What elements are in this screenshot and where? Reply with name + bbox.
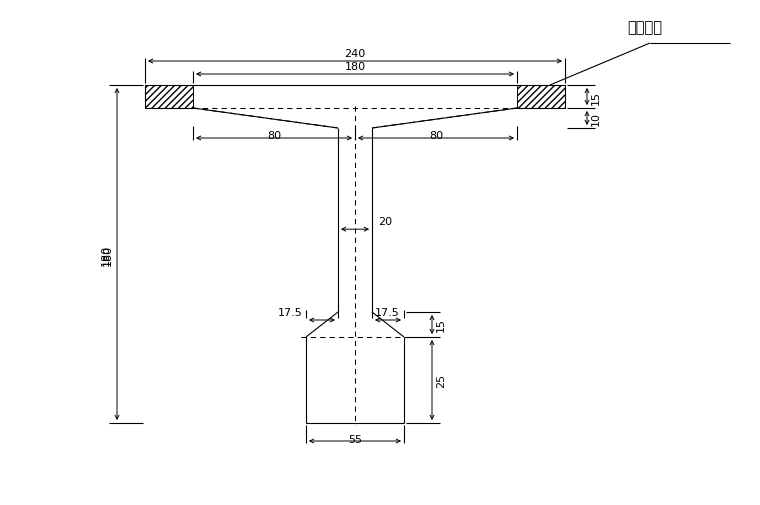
Text: 240: 240 <box>344 49 366 59</box>
Text: 17.5: 17.5 <box>278 308 303 317</box>
Bar <box>145 86 193 109</box>
Text: 180: 180 <box>103 244 113 265</box>
Text: 80: 80 <box>267 131 281 141</box>
Text: 180: 180 <box>101 244 111 265</box>
Text: 20: 20 <box>378 217 392 227</box>
Text: 55: 55 <box>348 434 362 444</box>
Text: 10: 10 <box>591 112 601 126</box>
Text: 180: 180 <box>344 62 366 72</box>
Bar <box>517 86 565 109</box>
Text: 17.5: 17.5 <box>375 308 400 317</box>
Text: 15: 15 <box>436 318 446 332</box>
Text: 现浇部分: 现浇部分 <box>627 20 662 35</box>
Text: 80: 80 <box>429 131 443 141</box>
Text: 25: 25 <box>436 373 446 387</box>
Text: 15: 15 <box>591 90 601 105</box>
